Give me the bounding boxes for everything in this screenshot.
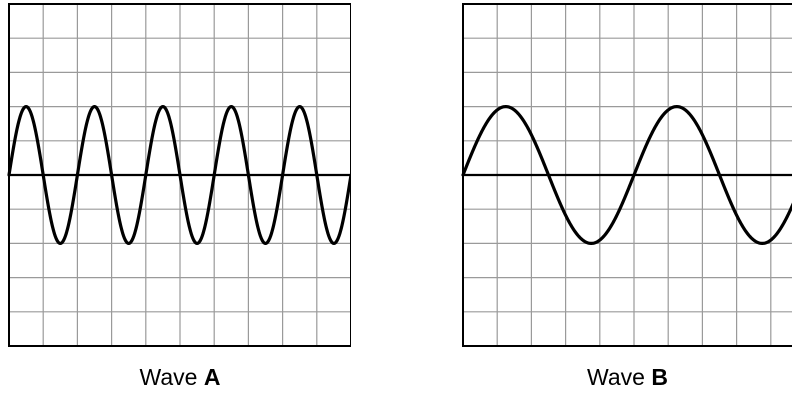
wave-b-panel [461, 3, 792, 347]
wave-a-panel [7, 3, 351, 347]
wave-a-curve [7, 105, 351, 245]
wave-a-graph [7, 3, 351, 347]
wave-b-graph [461, 3, 792, 347]
wave-b-frame [462, 3, 792, 347]
wave-b-label: Wave B [463, 364, 792, 391]
wave-b-label-prefix: Wave [587, 364, 645, 390]
wave-a-label: Wave A [9, 364, 351, 391]
wave-b-curve [461, 105, 792, 245]
wave-b-label-letter: B [651, 364, 668, 390]
wave-a-label-letter: A [203, 364, 221, 390]
wave-a-content [7, 3, 351, 347]
wave-b-content [461, 3, 792, 347]
wave-a-frame [8, 3, 351, 347]
wave-a-label-prefix: Wave [139, 364, 198, 390]
